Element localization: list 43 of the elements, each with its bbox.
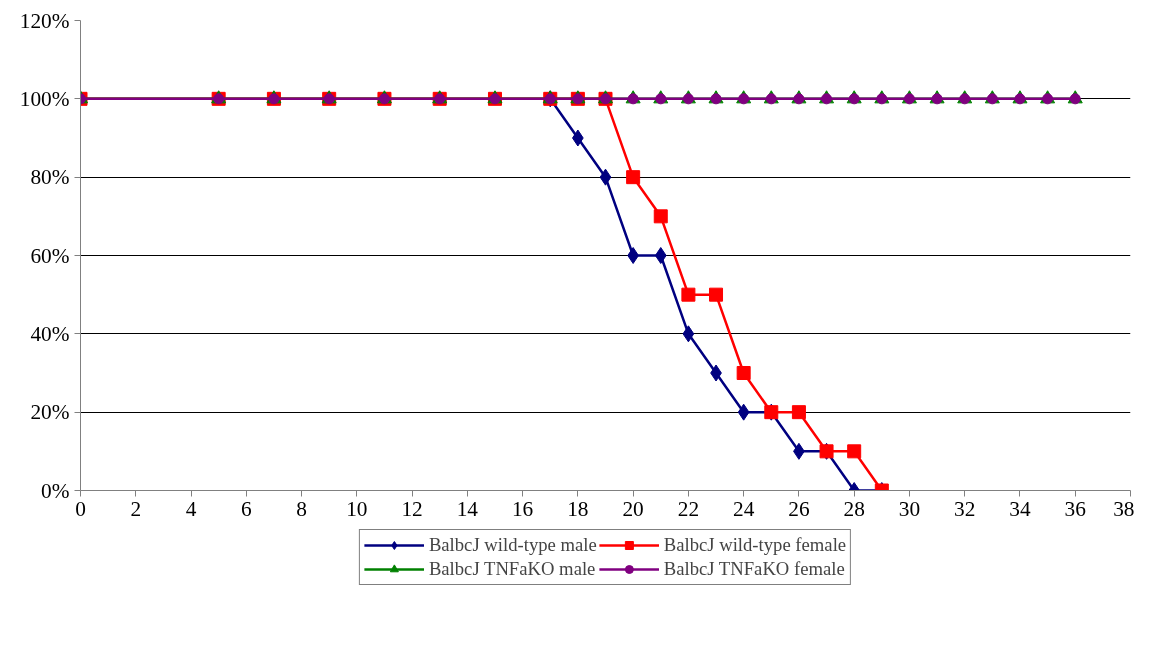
y-tick-label: 0% (41, 478, 70, 503)
x-tick-label: 12 (401, 496, 423, 521)
x-tick-label: 24 (732, 496, 755, 521)
point (847, 444, 862, 459)
point (737, 403, 750, 421)
y-tick-label: 40% (30, 321, 70, 346)
x-tick-label: 34 (1009, 496, 1031, 521)
legend-label: BalbcJ TNFaKO male (428, 558, 596, 580)
point (709, 287, 724, 302)
point (653, 209, 668, 224)
x-tick-label: 32 (954, 496, 976, 521)
point (626, 170, 641, 185)
legend-label: BalbcJ TNFaKO female (663, 558, 845, 580)
x-tick-label: 6 (240, 496, 252, 521)
x-tick-label: 26 (788, 496, 810, 521)
y-tick-label: 100% (19, 86, 70, 111)
x-tick-label: 22 (677, 496, 700, 521)
point (681, 287, 696, 302)
x-tick-label: 36 (1064, 496, 1087, 521)
y-tick-label: 120% (19, 8, 70, 33)
point (682, 325, 695, 343)
y-tick-label: 60% (30, 243, 70, 268)
point (736, 366, 751, 380)
x-tick-label: 18 (567, 496, 589, 521)
legend-label: BalbcJ wild-type female (663, 534, 847, 556)
point (627, 247, 639, 264)
x-tick-label: 20 (622, 496, 644, 521)
x-tick-label: 14 (456, 496, 479, 521)
point (791, 405, 806, 420)
x-tick-label: 2 (130, 496, 142, 521)
x-tick-label: 38 (1113, 496, 1135, 521)
x-tick-label: 16 (511, 496, 534, 521)
point (599, 168, 612, 186)
x-tick-label: 4 (185, 496, 197, 521)
x-tick-label: 30 (898, 496, 921, 521)
y-tick-label: 80% (30, 165, 70, 190)
y-tick-label: 20% (30, 400, 70, 425)
x-tick-label: 8 (296, 496, 307, 521)
x-tick-label: 0 (75, 496, 86, 521)
legend-label: BalbcJ wild-type male (428, 534, 597, 556)
x-tick-label: 10 (346, 496, 368, 521)
x-tick-label: 28 (843, 496, 865, 521)
point (654, 247, 667, 264)
